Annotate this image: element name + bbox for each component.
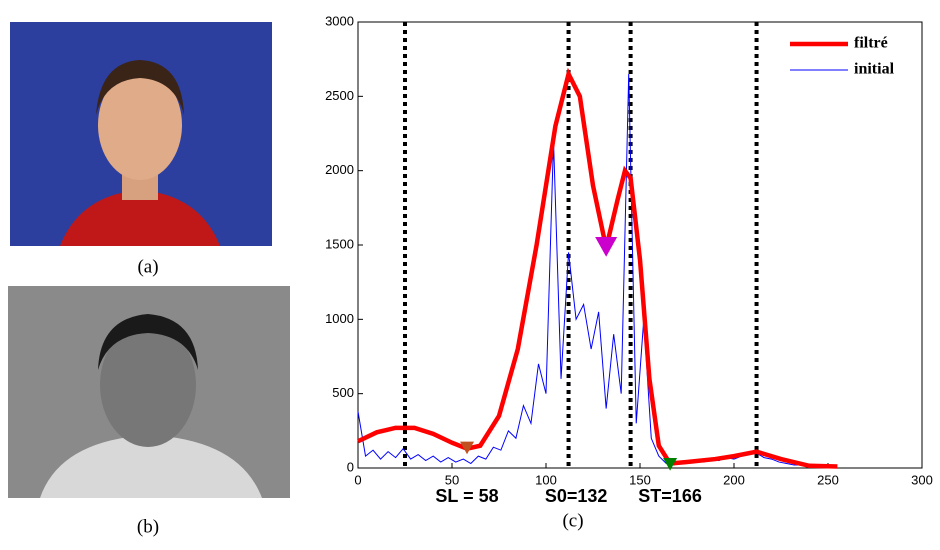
x-tick-label: 100 bbox=[535, 472, 557, 487]
annotation: S0=132 bbox=[545, 486, 608, 506]
x-tick-label: 300 bbox=[911, 472, 933, 487]
y-tick-label: 1000 bbox=[325, 311, 354, 326]
annotation: ST=166 bbox=[638, 486, 702, 506]
marker bbox=[460, 441, 475, 455]
series-line bbox=[357, 67, 838, 469]
marker bbox=[595, 236, 618, 257]
x-tick-label: 150 bbox=[629, 472, 651, 487]
x-tick-label: 50 bbox=[445, 472, 459, 487]
photo-a bbox=[10, 22, 272, 246]
y-tick-label: 500 bbox=[332, 385, 354, 400]
y-tick-label: 2500 bbox=[325, 88, 354, 103]
y-tick-label: 1500 bbox=[325, 236, 354, 251]
x-tick-label: 0 bbox=[354, 472, 361, 487]
legend-label: initial bbox=[854, 61, 895, 78]
caption: (a) bbox=[137, 256, 158, 277]
marker bbox=[663, 458, 678, 471]
y-tick-label: 3000 bbox=[325, 13, 354, 28]
caption: (c) bbox=[562, 510, 583, 531]
annotation: SL = 58 bbox=[435, 486, 498, 506]
caption: (b) bbox=[137, 516, 159, 537]
x-tick-label: 250 bbox=[817, 472, 839, 487]
series-line bbox=[357, 74, 832, 468]
y-tick-label: 0 bbox=[347, 459, 354, 474]
legend-label: filtré bbox=[854, 35, 888, 52]
photo-b bbox=[8, 286, 290, 498]
x-tick-label: 200 bbox=[723, 472, 745, 487]
y-tick-label: 2000 bbox=[325, 162, 354, 177]
